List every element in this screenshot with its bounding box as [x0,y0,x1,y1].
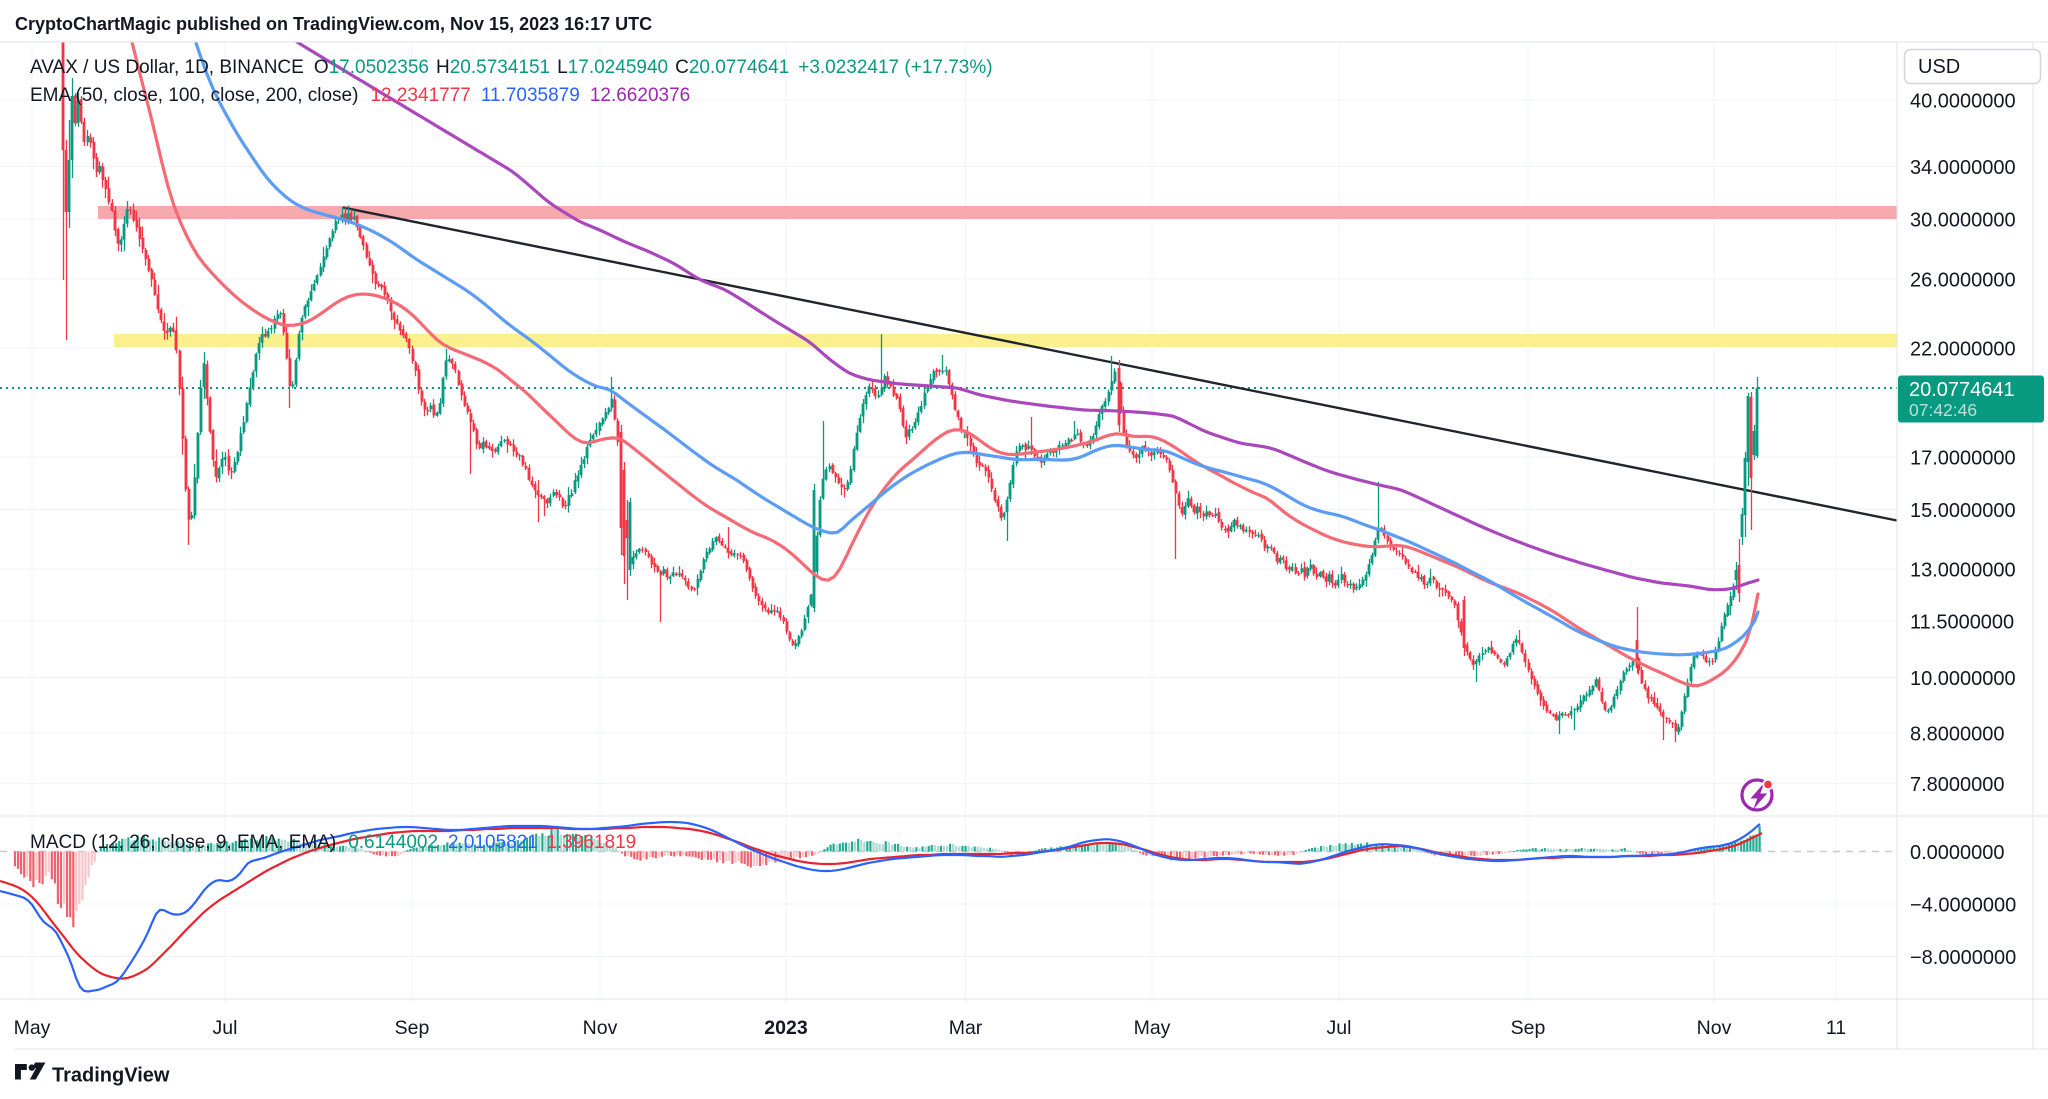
svg-text:Jul: Jul [213,1017,238,1039]
svg-text:0.0000000: 0.0000000 [1910,842,2005,864]
svg-text:40.0000000: 40.0000000 [1910,91,2016,113]
svg-text:TradingView: TradingView [52,1065,170,1087]
svg-text:Mar: Mar [949,1017,983,1039]
svg-text:−8.0000000: −8.0000000 [1910,947,2016,969]
svg-text:−4.0000000: −4.0000000 [1910,895,2016,917]
svg-text:30.0000000: 30.0000000 [1910,210,2016,232]
svg-text:17.0000000: 17.0000000 [1910,448,2016,470]
svg-text:26.0000000: 26.0000000 [1910,270,2016,292]
svg-text:15.0000000: 15.0000000 [1910,500,2016,522]
svg-text:Sep: Sep [1511,1017,1546,1039]
svg-text:22.0000000: 22.0000000 [1910,338,2016,360]
svg-text:Nov: Nov [1697,1017,1732,1039]
svg-text:20.0774641: 20.0774641 [1909,379,2015,401]
svg-text:May: May [14,1017,51,1039]
svg-text:MACD (12, 26, close, 9, EMA, E: MACD (12, 26, close, 9, EMA, EMA) 0.61440… [30,832,636,853]
svg-text:11.5000000: 11.5000000 [1910,612,2014,634]
svg-text:2023: 2023 [764,1017,808,1039]
svg-text:10.0000000: 10.0000000 [1910,668,2016,690]
svg-text:USD: USD [1918,56,1960,78]
svg-text:Jul: Jul [1327,1017,1352,1039]
svg-text:Nov: Nov [583,1017,618,1039]
svg-text:13.0000000: 13.0000000 [1910,560,2016,582]
svg-text:07:42:46: 07:42:46 [1909,400,1977,420]
svg-text:CryptoChartMagic published on: CryptoChartMagic published on TradingVie… [15,14,652,34]
svg-text:11: 11 [1826,1017,1846,1039]
svg-text:34.0000000: 34.0000000 [1910,157,2016,179]
svg-text:8.8000000: 8.8000000 [1910,724,2005,746]
svg-text:7.8000000: 7.8000000 [1910,774,2005,796]
svg-text:Sep: Sep [395,1017,430,1039]
svg-text:May: May [1134,1017,1171,1039]
